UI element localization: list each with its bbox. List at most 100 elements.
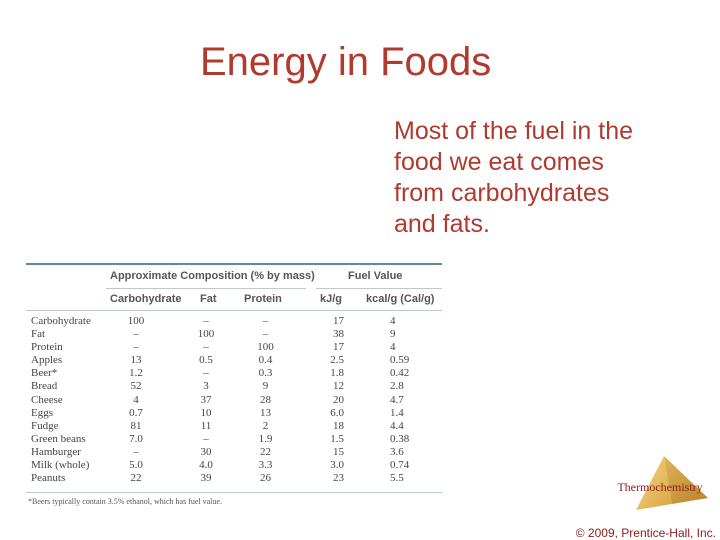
table-row: Bread 52 3 9 12 2.8 bbox=[26, 380, 442, 393]
kj-value: 17 bbox=[333, 341, 344, 354]
food-name: Fudge bbox=[31, 419, 59, 432]
kj-value: 18 bbox=[333, 419, 344, 432]
kcal-value: 4 bbox=[390, 341, 396, 354]
fat-value: 0.5 bbox=[199, 354, 213, 367]
protein-value: 22 bbox=[260, 445, 271, 458]
food-name: Eggs bbox=[31, 406, 53, 419]
table-row: Protein – – 100 17 4 bbox=[26, 341, 442, 354]
protein-value: 1.9 bbox=[258, 432, 273, 445]
protein-value: 28 bbox=[260, 393, 271, 406]
kcal-value: 4 bbox=[390, 315, 396, 327]
table-footnote: *Beers typically contain 3.5% ethanol, w… bbox=[28, 497, 222, 506]
kcal-value: 0.42 bbox=[390, 367, 410, 380]
fat-value: 4.0 bbox=[199, 459, 213, 472]
kj-value: 3.0 bbox=[330, 459, 344, 472]
carbohydrate-value: 52 bbox=[130, 380, 142, 393]
kcal-value: 2.8 bbox=[390, 380, 404, 393]
kcal-value: 4.4 bbox=[390, 419, 404, 432]
food-name: Carbohydrate bbox=[31, 315, 91, 327]
protein-value: – bbox=[262, 315, 269, 327]
table-row: Beer* 1.2 – 0.3 1.8 0.42 bbox=[26, 367, 442, 380]
carbohydrate-value: 5.0 bbox=[129, 459, 143, 472]
copyright-notice: © 2009, Prentice-Hall, Inc. bbox=[575, 526, 716, 540]
protein-value: 0.3 bbox=[258, 367, 273, 380]
food-name: Cheese bbox=[31, 393, 63, 406]
table-row: Eggs 0.7 10 13 6.0 1.4 bbox=[26, 407, 442, 420]
food-name: Bread bbox=[31, 380, 58, 393]
food-name: Beer* bbox=[31, 367, 58, 380]
column-header-fat: Fat bbox=[200, 293, 217, 305]
carbohydrate-value: 100 bbox=[127, 315, 145, 327]
fat-value: – bbox=[203, 432, 209, 445]
fat-value: 3 bbox=[203, 380, 209, 393]
table-row: Peanuts 22 39 26 23 5.5 bbox=[26, 472, 442, 485]
food-name: Protein bbox=[31, 341, 63, 354]
bullet-text: Most of the fuel in the food we eat come… bbox=[394, 116, 694, 240]
protein-value: 2 bbox=[262, 419, 269, 432]
table-row: Fat – 100 – 38 9 bbox=[26, 328, 442, 341]
slide-title: Energy in Foods bbox=[200, 40, 492, 84]
carbohydrate-value: 4 bbox=[133, 393, 139, 406]
bullet-line: from carbohydrates bbox=[394, 179, 610, 207]
fat-value: – bbox=[203, 315, 209, 327]
fuel-group-rule bbox=[316, 288, 442, 289]
fat-value: 100 bbox=[197, 328, 215, 341]
fuel-group-header: Fuel Value bbox=[348, 270, 403, 282]
header-rule bbox=[26, 310, 442, 311]
column-header-carbohydrate: Carbohydrate bbox=[110, 293, 182, 305]
table-row: Apples 13 0.5 0.4 2.5 0.59 bbox=[26, 354, 442, 367]
kj-value: 15 bbox=[333, 445, 344, 458]
carbohydrate-value: 81 bbox=[130, 419, 142, 432]
carbohydrate-value: – bbox=[133, 445, 139, 458]
fat-value: – bbox=[203, 367, 209, 380]
carbohydrate-value: 7.0 bbox=[129, 432, 143, 445]
kcal-value: 9 bbox=[390, 328, 396, 341]
kj-value: 6.0 bbox=[330, 406, 344, 419]
fat-value: 30 bbox=[200, 445, 212, 458]
logo-label: Thermochemistry bbox=[617, 480, 703, 494]
protein-value: 0.4 bbox=[258, 354, 273, 367]
bullet-line: food we eat comes bbox=[394, 148, 604, 176]
kcal-value: 4.7 bbox=[390, 393, 404, 406]
table-body: Carbohydrate 100– –17 4 Fat –100–38 9 Protein – –… bbox=[26, 315, 442, 485]
thermochemistry-pyramid-logo bbox=[636, 456, 708, 510]
kj-value: 2.5 bbox=[330, 354, 344, 367]
kcal-value: 3.6 bbox=[390, 445, 404, 458]
table-bottom-rule bbox=[26, 492, 442, 493]
fat-value: 37 bbox=[200, 393, 212, 406]
food-name: Fat bbox=[31, 328, 46, 341]
food-name: Peanuts bbox=[31, 472, 66, 485]
carbohydrate-value: 0.7 bbox=[129, 406, 143, 419]
kj-value: 23 bbox=[333, 472, 344, 485]
protein-value: – bbox=[262, 328, 269, 341]
food-name: Hamburger bbox=[31, 445, 81, 458]
carbohydrate-value: 22 bbox=[130, 472, 142, 485]
column-header-kj: kJ/g bbox=[320, 293, 343, 305]
food-name: Milk (whole) bbox=[31, 459, 90, 472]
kcal-value: 0.59 bbox=[390, 354, 410, 367]
kj-value: 1.8 bbox=[330, 367, 344, 380]
bullet-line: Most of the fuel in the bbox=[394, 117, 634, 145]
kj-value: 38 bbox=[333, 328, 344, 341]
kcal-value: 0.38 bbox=[390, 432, 410, 445]
kj-value: 17 bbox=[333, 315, 344, 327]
table-top-rule bbox=[26, 263, 442, 265]
fat-value: 11 bbox=[200, 419, 212, 432]
fat-value: – bbox=[203, 341, 209, 354]
kj-value: 1.5 bbox=[330, 432, 344, 445]
fat-value: 10 bbox=[200, 406, 212, 419]
table-row: Cheese 4 37 28 20 4.7 bbox=[26, 394, 442, 407]
carbohydrate-value: 1.2 bbox=[129, 367, 143, 380]
table-row: Hamburger – 30 22 15 3.6 bbox=[26, 446, 442, 459]
kcal-value: 1.4 bbox=[390, 406, 404, 419]
composition-group-rule bbox=[106, 288, 306, 289]
food-name: Green beans bbox=[31, 432, 86, 445]
protein-value: 26 bbox=[260, 472, 271, 485]
protein-value: 13 bbox=[260, 406, 271, 419]
kcal-value: 5.5 bbox=[390, 472, 404, 485]
food-name: Apples bbox=[31, 354, 63, 367]
fat-value: 39 bbox=[200, 472, 212, 485]
protein-value: 9 bbox=[262, 380, 269, 393]
kj-value: 20 bbox=[333, 393, 344, 406]
table-row: Fudge 81 11 2 18 4.4 bbox=[26, 420, 442, 433]
